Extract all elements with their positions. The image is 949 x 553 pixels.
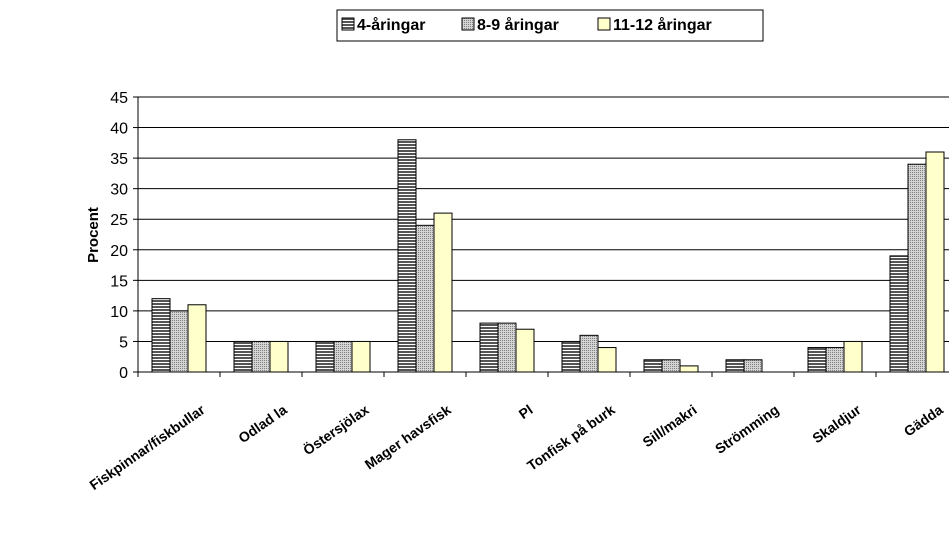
y-tick-label: 35 xyxy=(110,151,128,168)
legend-label: 11-12 åringar xyxy=(613,16,712,34)
bar-1 xyxy=(725,359,745,373)
bar-2 xyxy=(497,322,517,373)
gridlines xyxy=(138,96,949,342)
bar-1 xyxy=(807,347,827,373)
y-tick-label: 0 xyxy=(119,365,128,382)
bar-3 xyxy=(679,365,699,373)
bar-2 xyxy=(579,334,599,373)
bar-2 xyxy=(743,359,763,373)
bar-3 xyxy=(187,304,207,373)
bar-3 xyxy=(597,347,617,373)
legend-label: 4-åringar xyxy=(357,16,425,34)
legend-swatch xyxy=(461,17,475,31)
x-category-label: Skaldjur xyxy=(809,401,864,446)
bar-3 xyxy=(433,212,453,373)
y-tick-label: 10 xyxy=(110,304,128,321)
x-category-label: Tonfisk på burk xyxy=(524,401,618,473)
legend: 4-åringar 8-9 åringar 11-12 åringar xyxy=(336,9,764,42)
bar-1 xyxy=(643,359,663,373)
y-tick-label: 45 xyxy=(110,90,128,107)
bar-3 xyxy=(925,151,945,373)
bar-2 xyxy=(333,340,353,373)
x-category-label: Odlad la xyxy=(235,401,290,446)
legend-label: 8-9 åringar xyxy=(477,16,559,34)
bar-1 xyxy=(233,340,253,373)
y-tick-label: 15 xyxy=(110,273,128,290)
x-category-label: Pl xyxy=(516,401,536,422)
y-tick-label: 20 xyxy=(110,243,128,260)
bar-1 xyxy=(889,255,909,373)
y-axis-title: Procent xyxy=(85,207,102,263)
bar-1 xyxy=(479,322,499,373)
bar-1 xyxy=(315,340,335,373)
bar-2 xyxy=(169,310,189,373)
axes xyxy=(133,96,949,377)
bar-2 xyxy=(825,347,845,373)
bar-2 xyxy=(907,163,927,373)
legend-swatch xyxy=(597,17,611,31)
y-tick-label: 25 xyxy=(110,212,128,229)
x-category-label: Gädda xyxy=(901,401,946,439)
x-category-label: Östersjölax xyxy=(300,401,372,458)
x-category-label: Mager havsfisk xyxy=(362,401,454,472)
bar-1 xyxy=(151,298,171,373)
y-tick-labels: 0 5 10 15 20 25 30 35 40 45 xyxy=(110,90,128,382)
y-tick-label: 30 xyxy=(110,182,128,199)
bar-2 xyxy=(251,340,271,373)
bar-3 xyxy=(843,340,863,373)
x-category-label: Strömming xyxy=(712,401,782,456)
bar-3 xyxy=(515,328,535,373)
legend-box xyxy=(336,9,764,42)
y-tick-label: 5 xyxy=(119,334,128,351)
bar-1 xyxy=(397,139,417,373)
bar-3 xyxy=(351,340,371,373)
x-category-labels: Fiskpinnar/fiskbullar Odlad la Östersjölax… xyxy=(86,401,946,493)
x-category-label: Sill/makri xyxy=(640,401,700,450)
bars xyxy=(151,139,945,373)
y-tick-label: 40 xyxy=(110,121,128,138)
bar-1 xyxy=(561,340,581,373)
legend-swatch xyxy=(341,17,355,31)
bar-2 xyxy=(661,359,681,373)
x-category-label: Fiskpinnar/fiskbullar xyxy=(86,401,208,493)
bar-3 xyxy=(269,340,289,373)
bar-2 xyxy=(415,224,435,373)
